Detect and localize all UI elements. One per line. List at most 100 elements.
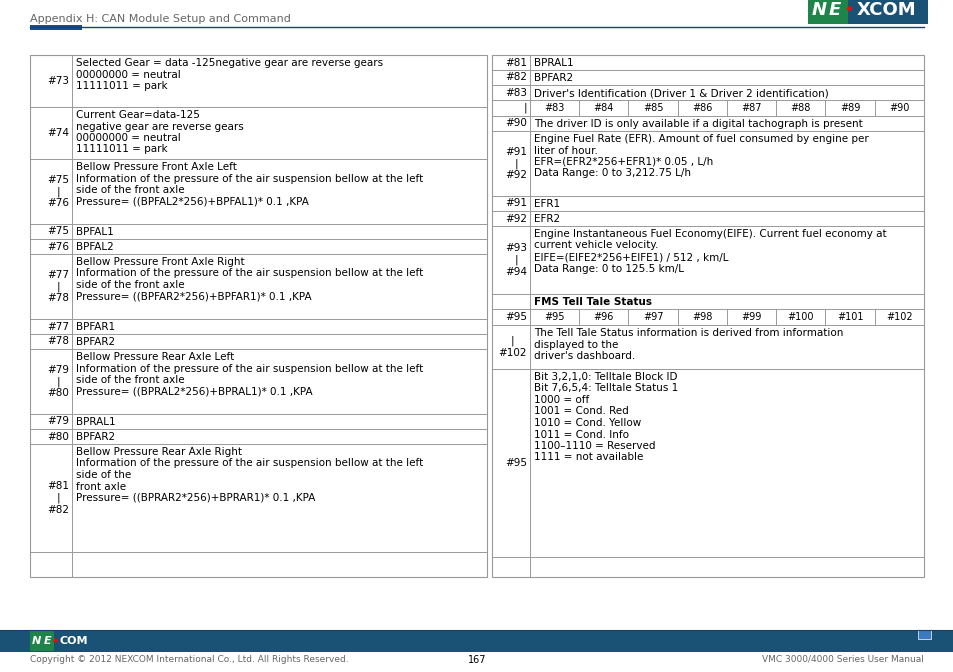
Bar bbox=[30, 631, 54, 651]
Text: Information of the pressure of the air suspension bellow at the left: Information of the pressure of the air s… bbox=[76, 269, 423, 278]
Text: Copyright © 2012 NEXCOM International Co., Ltd. All Rights Reserved.: Copyright © 2012 NEXCOM International Co… bbox=[30, 655, 348, 664]
Text: #79: #79 bbox=[47, 417, 69, 427]
Text: Data Range: 0 to 3,212.75 L/h: Data Range: 0 to 3,212.75 L/h bbox=[534, 169, 690, 179]
Text: #98: #98 bbox=[692, 312, 712, 322]
Bar bbox=[30, 55, 486, 577]
Text: 1001 = Cond. Red: 1001 = Cond. Red bbox=[534, 407, 628, 417]
Text: displayed to the: displayed to the bbox=[534, 339, 618, 349]
Text: Pressure= ((BPRAL2*256)+BPRAL1)* 0.1 ,KPA: Pressure= ((BPRAL2*256)+BPRAL1)* 0.1 ,KP… bbox=[76, 386, 313, 396]
Text: 1000 = off: 1000 = off bbox=[534, 395, 589, 405]
Bar bbox=[30, 25, 82, 30]
Text: current vehicle velocity.: current vehicle velocity. bbox=[534, 241, 658, 251]
Text: #86: #86 bbox=[692, 103, 712, 113]
Text: Pressure= ((BPFAR2*256)+BPFAR1)* 0.1 ,KPA: Pressure= ((BPFAR2*256)+BPFAR1)* 0.1 ,KP… bbox=[76, 292, 312, 302]
Text: 1010 = Cond. Yellow: 1010 = Cond. Yellow bbox=[534, 418, 640, 428]
Text: EFR1: EFR1 bbox=[534, 199, 559, 209]
Text: #89: #89 bbox=[839, 103, 860, 113]
Text: #87: #87 bbox=[740, 103, 761, 113]
Text: BPFAR1: BPFAR1 bbox=[76, 322, 115, 332]
Text: #97: #97 bbox=[642, 312, 662, 322]
Text: #83: #83 bbox=[544, 103, 564, 113]
Text: BPFAL2: BPFAL2 bbox=[76, 242, 113, 252]
Text: #88: #88 bbox=[790, 103, 810, 113]
Text: Pressure= ((BPRAR2*256)+BPRAR1)* 0.1 ,KPA: Pressure= ((BPRAR2*256)+BPRAR1)* 0.1 ,KP… bbox=[76, 493, 315, 503]
Text: #73: #73 bbox=[47, 76, 69, 86]
Text: The Tell Tale Status information is derived from information: The Tell Tale Status information is deri… bbox=[534, 328, 842, 338]
Text: 11111011 = park: 11111011 = park bbox=[76, 144, 168, 155]
Text: liter of hour.: liter of hour. bbox=[534, 146, 598, 155]
Text: side of the front axle: side of the front axle bbox=[76, 280, 185, 290]
Text: #74: #74 bbox=[47, 128, 69, 138]
Text: #83: #83 bbox=[504, 87, 526, 97]
Text: side of the front axle: side of the front axle bbox=[76, 185, 185, 195]
Text: side of the front axle: side of the front axle bbox=[76, 375, 185, 385]
Text: Current Gear=data-125: Current Gear=data-125 bbox=[76, 110, 200, 120]
Text: Engine Fuel Rate (EFR). Amount of fuel consumed by engine per: Engine Fuel Rate (EFR). Amount of fuel c… bbox=[534, 134, 868, 144]
Text: side of the: side of the bbox=[76, 470, 132, 480]
Text: #95: #95 bbox=[504, 458, 526, 468]
Text: #99: #99 bbox=[740, 312, 761, 322]
Text: #82: #82 bbox=[504, 73, 526, 83]
Text: Data Range: 0 to 125.5 km/L: Data Range: 0 to 125.5 km/L bbox=[534, 263, 683, 274]
Text: negative gear are reverse gears: negative gear are reverse gears bbox=[76, 122, 244, 132]
Text: E: E bbox=[44, 636, 51, 646]
Text: Bit 7,6,5,4: Telltale Status 1: Bit 7,6,5,4: Telltale Status 1 bbox=[534, 384, 678, 394]
Text: #85: #85 bbox=[642, 103, 662, 113]
Text: Pressure= ((BPFAL2*256)+BPFAL1)* 0.1 ,KPA: Pressure= ((BPFAL2*256)+BPFAL1)* 0.1 ,KP… bbox=[76, 196, 309, 206]
Text: driver's dashboard.: driver's dashboard. bbox=[534, 351, 635, 361]
Text: 11111011 = park: 11111011 = park bbox=[76, 81, 168, 91]
Text: #101: #101 bbox=[836, 312, 862, 322]
Text: #102: #102 bbox=[885, 312, 912, 322]
Text: EFR2: EFR2 bbox=[534, 214, 559, 224]
Text: Information of the pressure of the air suspension bellow at the left: Information of the pressure of the air s… bbox=[76, 173, 423, 183]
Text: #81: #81 bbox=[504, 58, 526, 67]
Text: BPRAL1: BPRAL1 bbox=[76, 417, 115, 427]
Text: N: N bbox=[811, 1, 826, 19]
Text: 1100–1110 = Reserved: 1100–1110 = Reserved bbox=[534, 441, 655, 451]
Text: Information of the pressure of the air suspension bellow at the left: Information of the pressure of the air s… bbox=[76, 458, 423, 468]
Text: #96: #96 bbox=[593, 312, 614, 322]
Text: #92: #92 bbox=[504, 214, 526, 224]
Bar bbox=[807, 0, 847, 24]
Text: #77
|
#78: #77 | #78 bbox=[47, 269, 69, 303]
Bar bbox=[492, 55, 923, 577]
Bar bbox=[807, 0, 927, 24]
Text: XCOM: XCOM bbox=[855, 1, 915, 19]
Text: #90: #90 bbox=[504, 118, 526, 128]
Text: #80: #80 bbox=[47, 431, 69, 442]
Bar bbox=[0, 630, 953, 652]
Text: Appendix H: CAN Module Setup and Command: Appendix H: CAN Module Setup and Command bbox=[30, 14, 291, 24]
Text: Bellow Pressure Rear Axle Left: Bellow Pressure Rear Axle Left bbox=[76, 352, 234, 362]
Text: #91
|
#92: #91 | #92 bbox=[504, 146, 526, 180]
Text: EIFE=(EIFE2*256+EIFE1) / 512 , km/L: EIFE=(EIFE2*256+EIFE1) / 512 , km/L bbox=[534, 252, 728, 262]
Text: |
#102: | #102 bbox=[498, 336, 526, 358]
Text: 00000000 = neutral: 00000000 = neutral bbox=[76, 133, 180, 143]
Text: Engine Instantaneous Fuel Economy(EIFE). Current fuel economy at: Engine Instantaneous Fuel Economy(EIFE).… bbox=[534, 229, 885, 239]
Text: #76: #76 bbox=[47, 241, 69, 251]
Text: BPFAR2: BPFAR2 bbox=[76, 432, 115, 442]
Text: |: | bbox=[523, 103, 526, 114]
Bar bbox=[54, 631, 91, 651]
Text: #84: #84 bbox=[593, 103, 614, 113]
Text: BPRAL1: BPRAL1 bbox=[534, 58, 573, 68]
Text: The driver ID is only available if a digital tachograph is present: The driver ID is only available if a dig… bbox=[534, 119, 862, 129]
Text: #77: #77 bbox=[47, 321, 69, 331]
Text: Selected Gear = data -125negative gear are reverse gears: Selected Gear = data -125negative gear a… bbox=[76, 58, 383, 68]
Text: 1011 = Cond. Info: 1011 = Cond. Info bbox=[534, 429, 628, 439]
Text: COM: COM bbox=[60, 636, 89, 646]
Text: BPFAR2: BPFAR2 bbox=[76, 337, 115, 347]
Text: Bellow Pressure Front Axle Right: Bellow Pressure Front Axle Right bbox=[76, 257, 244, 267]
Text: #93
|
#94: #93 | #94 bbox=[504, 243, 526, 277]
Text: Bellow Pressure Rear Axle Right: Bellow Pressure Rear Axle Right bbox=[76, 447, 242, 457]
Text: 00000000 = neutral: 00000000 = neutral bbox=[76, 69, 180, 79]
Text: E: E bbox=[828, 1, 841, 19]
Bar bbox=[917, 630, 930, 639]
Text: #95: #95 bbox=[504, 312, 526, 322]
Text: 167: 167 bbox=[467, 655, 486, 665]
Text: Bit 3,2,1,0: Telltale Block ID: Bit 3,2,1,0: Telltale Block ID bbox=[534, 372, 677, 382]
Text: #75
|
#76: #75 | #76 bbox=[47, 175, 69, 208]
Text: #95: #95 bbox=[544, 312, 564, 322]
Text: #79
|
#80: #79 | #80 bbox=[47, 365, 69, 398]
Text: #78: #78 bbox=[47, 337, 69, 347]
Text: VMC 3000/4000 Series User Manual: VMC 3000/4000 Series User Manual bbox=[761, 655, 923, 664]
